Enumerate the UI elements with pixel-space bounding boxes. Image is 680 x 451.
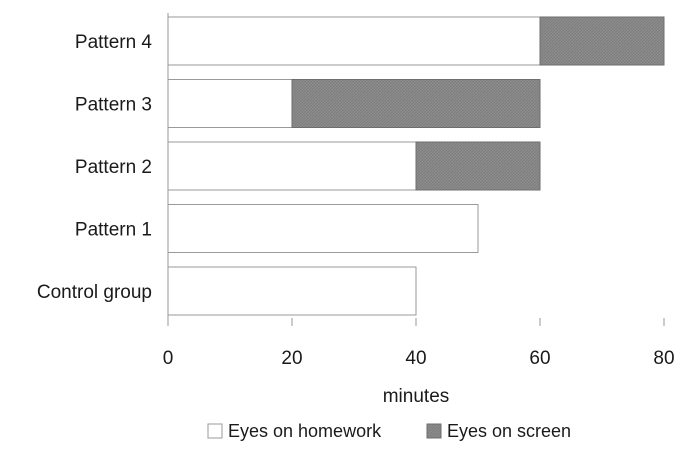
category-label-pattern-4: Pattern 4 <box>75 32 153 53</box>
legend-swatch-eyes-on-screen <box>426 423 442 439</box>
x-axis-title: minutes <box>383 386 450 407</box>
x-tick-label-40: 40 <box>405 348 426 369</box>
category-label-pattern-2: Pattern 2 <box>75 157 152 178</box>
x-tick-label-20: 20 <box>281 348 302 369</box>
x-tick-label-60: 60 <box>529 348 550 369</box>
bar-pattern-4-eyes-on-screen <box>539 16 665 66</box>
bars-group <box>167 16 665 316</box>
legend-label-eyes-on-homework: Eyes on homework <box>228 421 382 441</box>
bar-pattern-3-eyes-on-screen <box>291 79 541 128</box>
bar-pattern-3-eyes-on-homework <box>167 79 293 128</box>
bar-pattern-1-eyes-on-homework <box>167 204 479 253</box>
bar-control-group-eyes-on-homework <box>167 266 417 316</box>
category-label-pattern-1: Pattern 1 <box>75 220 152 241</box>
x-tick-label-0: 0 <box>163 348 174 369</box>
legend-label-eyes-on-screen: Eyes on screen <box>447 421 571 441</box>
bar-pattern-2-eyes-on-homework <box>167 141 417 191</box>
category-labels: Pattern 4 Pattern 3 Pattern 2 Pattern 1 Cont… <box>37 32 153 303</box>
category-label-pattern-3: Pattern 3 <box>75 95 152 116</box>
legend-swatch-eyes-on-homework <box>207 423 223 439</box>
bar-pattern-2-eyes-on-screen <box>415 141 541 191</box>
category-label-control-group: Control group <box>37 282 152 303</box>
x-axis-ticks: 0 20 40 60 80 <box>163 318 675 369</box>
x-tick-label-80: 80 <box>653 348 674 369</box>
bar-pattern-4-eyes-on-homework <box>167 16 541 66</box>
legend: Eyes on homework Eyes on screen <box>207 421 571 441</box>
